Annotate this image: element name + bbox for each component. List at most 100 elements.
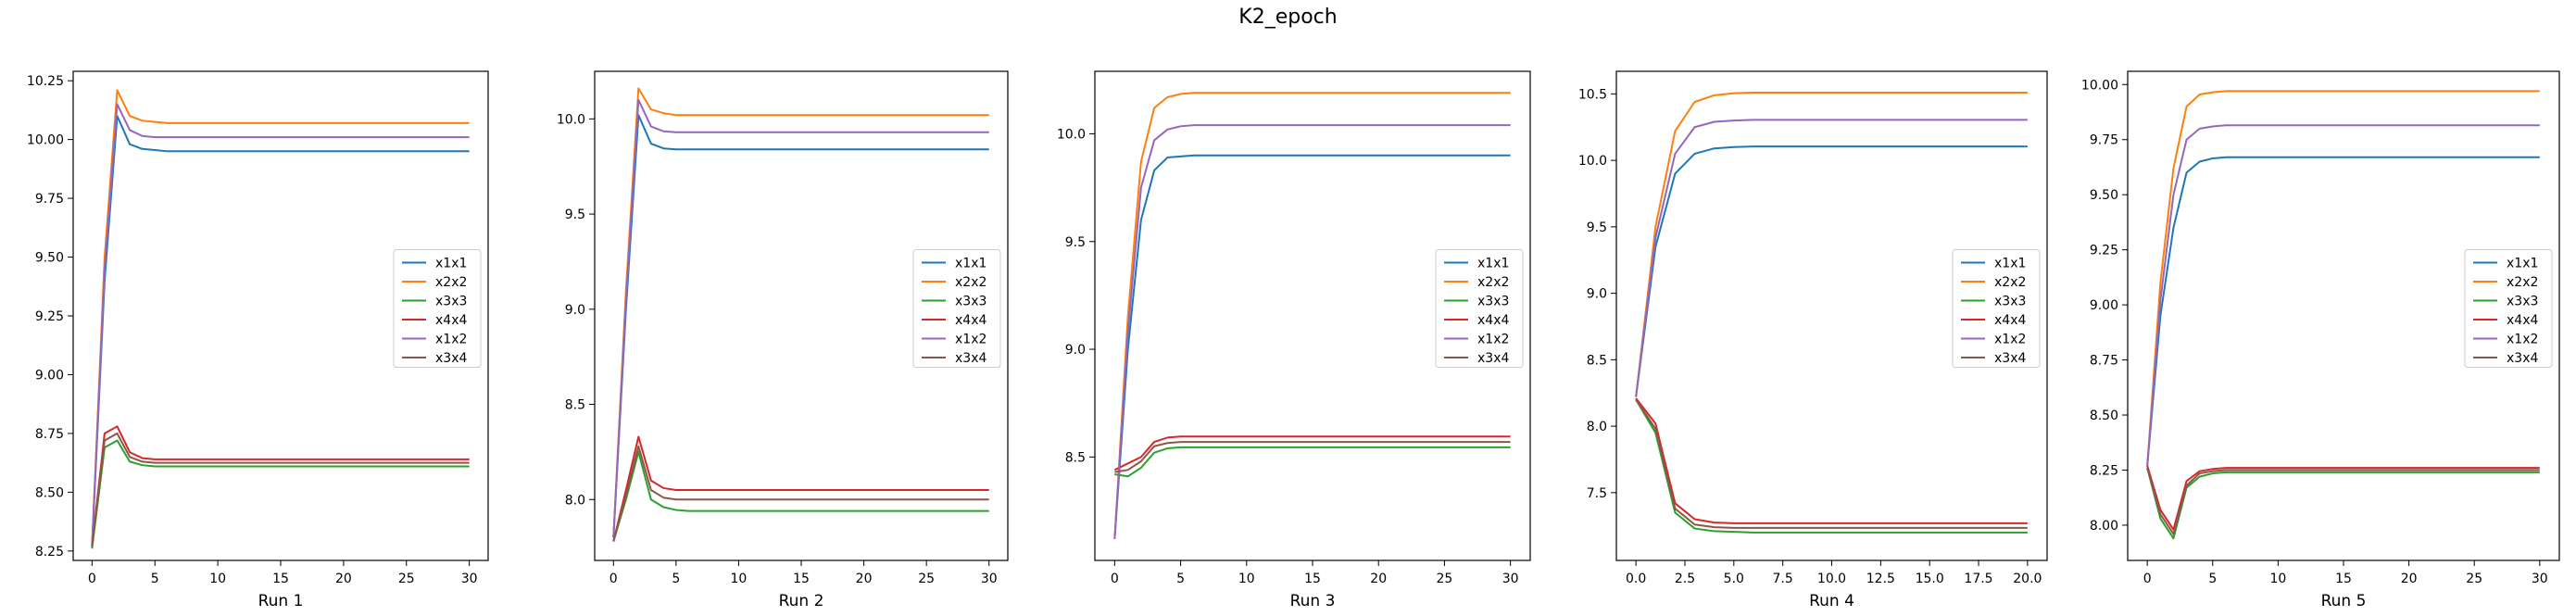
legend-label-x1x2: x1x2	[1477, 333, 1509, 347]
legend-label-x1x2: x1x2	[2507, 333, 2538, 347]
chart-panel-3: 0 5 10 15 20 25 30 8.5 9.0 9.5 10.0 Run 3 x1x1 x2x2 x3…	[1057, 70, 1531, 610]
y-tick-label: 8.0	[1587, 420, 1607, 434]
legend-label-x3x4: x3x4	[2507, 351, 2538, 366]
legend-label-x4x4: x4x4	[955, 313, 986, 328]
legend: x1x1 x2x2 x3x3 x4x4 x1x2 x3x4	[393, 249, 482, 368]
x-tick-label: 0	[1111, 572, 1119, 586]
chart-panel-4: 0.0 2.5 5.0 7.5 10.0 12.5 15.0 17.5 20.0 7.5 8.0 8.…	[1578, 70, 2048, 610]
legend-label-x2x2: x2x2	[955, 275, 986, 290]
y-tick-label: 8.5	[565, 398, 585, 413]
x-tick-label: 15	[793, 572, 810, 586]
series-line-x2x2	[1635, 91, 2028, 397]
legend-label-x4x4: x4x4	[2507, 313, 2538, 328]
x-tick-label: 30	[461, 572, 478, 586]
legend-label-x4x4: x4x4	[435, 313, 467, 328]
x-tick-label: 20.0	[2013, 572, 2042, 586]
series-line-x4x4	[91, 425, 470, 547]
chart-panel-1: 0 5 10 15 20 25 30 8.25 8.50 8.75 9.00 9.25 9.50 9.75…	[27, 70, 489, 610]
y-tick-label: 9.75	[35, 192, 64, 207]
series-line-x1x2	[1635, 119, 2028, 397]
x-tick-label: 5.0	[1724, 572, 1744, 586]
x-tick-label: 10	[2269, 572, 2286, 586]
y-tick-label: 10.5	[1578, 87, 1607, 102]
x-tick-label: 0	[88, 572, 96, 586]
legend-label-x3x3: x3x3	[1994, 295, 2026, 309]
x-tick-label: 15.0	[1916, 572, 1944, 586]
y-tick-label: 9.75	[2090, 133, 2118, 148]
x-tick-label: 25	[398, 572, 415, 586]
y-tick-label: 8.50	[35, 485, 64, 500]
y-tick-label: 9.25	[2090, 244, 2118, 258]
legend-label-x2x2: x2x2	[1477, 275, 1509, 290]
legend-label-x3x3: x3x3	[955, 295, 986, 309]
x-tick-label: 0	[609, 572, 618, 586]
legend: x1x1 x2x2 x3x3 x4x4 x1x2 x3x4	[912, 249, 1001, 368]
y-tick-label: 9.25	[35, 309, 64, 324]
y-tick-label: 9.00	[35, 368, 64, 383]
x-tick-label: 15	[1304, 572, 1321, 586]
legend-label-x1x2: x1x2	[435, 333, 467, 347]
x-tick-label: 20	[2401, 572, 2418, 586]
series-line-x3x3	[612, 450, 989, 542]
legend-label-x1x1: x1x1	[2507, 257, 2538, 271]
x-axis-label: Run 3	[1290, 592, 1336, 610]
x-tick-label: 20	[1370, 572, 1387, 586]
series-line-x1x1	[612, 114, 989, 538]
series-line-x3x3	[1635, 398, 2028, 534]
series-line-x2x2	[1113, 92, 1511, 539]
x-tick-label: 30	[2532, 572, 2548, 586]
x-tick-label: 25	[2466, 572, 2482, 586]
legend-label-x3x3: x3x3	[1477, 295, 1509, 309]
y-tick-label: 10.00	[2081, 78, 2118, 93]
series-line-x1x2	[1113, 124, 1511, 539]
x-tick-label: 10.0	[1817, 572, 1846, 586]
x-tick-label: 20	[335, 572, 352, 586]
legend-label-x2x2: x2x2	[1994, 275, 2026, 290]
legend-label-x4x4: x4x4	[1994, 313, 2026, 328]
y-tick-label: 9.5	[1065, 235, 1086, 250]
y-tick-label: 8.50	[2090, 409, 2118, 423]
x-tick-label: 2.5	[1675, 572, 1695, 586]
x-tick-label: 15	[2335, 572, 2352, 586]
x-tick-label: 30	[981, 572, 998, 586]
legend: x1x1 x2x2 x3x3 x4x4 x1x2 x3x4	[1952, 249, 2041, 368]
x-axis-label: Run 4	[1809, 592, 1854, 610]
legend-label-x3x3: x3x3	[435, 295, 467, 309]
x-tick-label: 20	[856, 572, 873, 586]
series-line-x4x4	[612, 435, 989, 542]
y-tick-label: 8.5	[1065, 450, 1086, 465]
x-axis-label: Run 2	[779, 592, 824, 610]
chart-panel-2: 0 5 10 15 20 25 30 8.0 8.5 9.0 9.5 10.0 Run 2 x1x1 x2x…	[557, 70, 1009, 610]
series-line-x1x2	[2146, 124, 2540, 466]
x-tick-label: 10	[1238, 572, 1255, 586]
series-line-x3x4	[91, 432, 470, 547]
y-tick-label: 8.00	[2090, 519, 2118, 534]
legend-label-x2x2: x2x2	[2507, 275, 2538, 290]
x-tick-label: 5	[1176, 572, 1185, 586]
x-tick-label: 17.5	[1964, 572, 1992, 586]
y-tick-label: 9.00	[2090, 298, 2118, 313]
series-line-x4x4	[2146, 465, 2540, 531]
legend-label-x3x3: x3x3	[2507, 295, 2538, 309]
x-tick-label: 15	[272, 572, 289, 586]
series-line-x1x1	[1635, 145, 2028, 397]
legend-label-x1x1: x1x1	[1994, 257, 2026, 271]
legend-label-x3x4: x3x4	[1477, 351, 1509, 366]
x-tick-label: 30	[1502, 572, 1519, 586]
y-tick-label: 10.0	[1578, 154, 1607, 169]
y-tick-label: 8.75	[2090, 354, 2118, 369]
series-line-x3x4	[1114, 441, 1511, 473]
y-tick-label: 9.5	[565, 207, 585, 222]
x-tick-label: 5	[151, 572, 159, 586]
series-line-x3x3	[2146, 467, 2540, 540]
y-tick-label: 10.00	[27, 133, 64, 148]
x-tick-label: 10	[209, 572, 226, 586]
x-tick-label: 5	[672, 572, 680, 586]
y-tick-label: 10.0	[1057, 127, 1086, 142]
y-tick-label: 8.0	[565, 493, 585, 508]
y-tick-label: 9.50	[35, 251, 64, 266]
y-tick-label: 8.25	[35, 545, 64, 559]
series-line-x4x4	[1113, 435, 1511, 471]
y-tick-label: 8.75	[35, 427, 64, 442]
